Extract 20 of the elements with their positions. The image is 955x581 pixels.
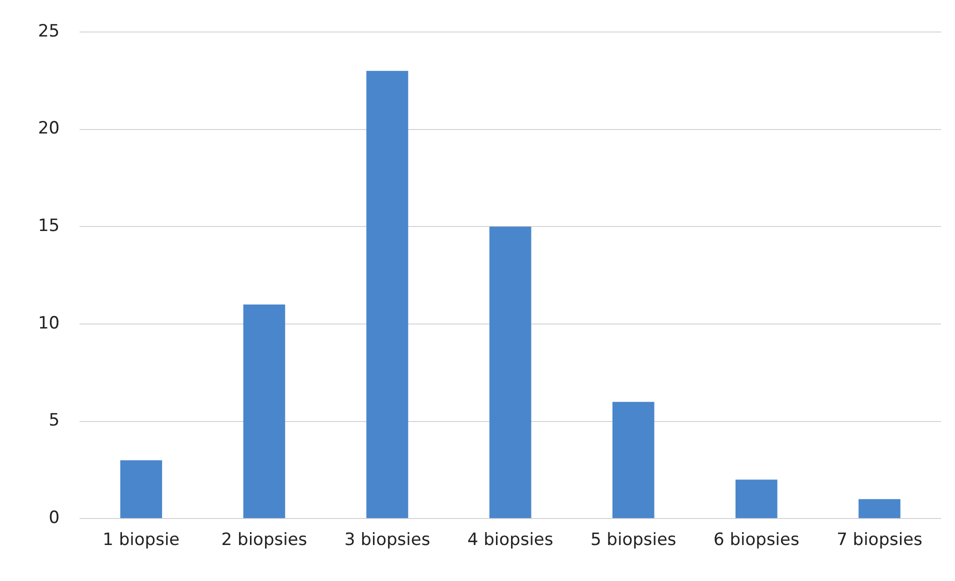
bar — [489, 226, 532, 518]
bar — [858, 499, 900, 518]
bar — [612, 402, 654, 518]
x-tick-label: 4 biopsies — [467, 530, 554, 550]
y-tick-label: 10 — [38, 313, 60, 334]
x-tick-label: 5 biopsies — [590, 530, 676, 550]
y-tick-label: 15 — [38, 216, 60, 236]
y-tick-label: 25 — [38, 21, 60, 42]
y-tick-label: 20 — [38, 118, 60, 139]
bar — [366, 70, 408, 518]
x-tick-label: 6 biopsies — [714, 530, 800, 550]
bar — [120, 460, 162, 518]
y-tick-label: 5 — [48, 410, 60, 431]
x-tick-label: 2 biopsies — [221, 530, 308, 550]
x-tick-label: 1 biopsie — [102, 530, 180, 550]
y-tick-label: 0 — [48, 508, 60, 528]
bar — [736, 480, 778, 518]
bar — [243, 304, 286, 518]
x-tick-label: 3 biopsies — [344, 530, 430, 550]
x-tick-label: 7 biopsies — [836, 530, 923, 550]
